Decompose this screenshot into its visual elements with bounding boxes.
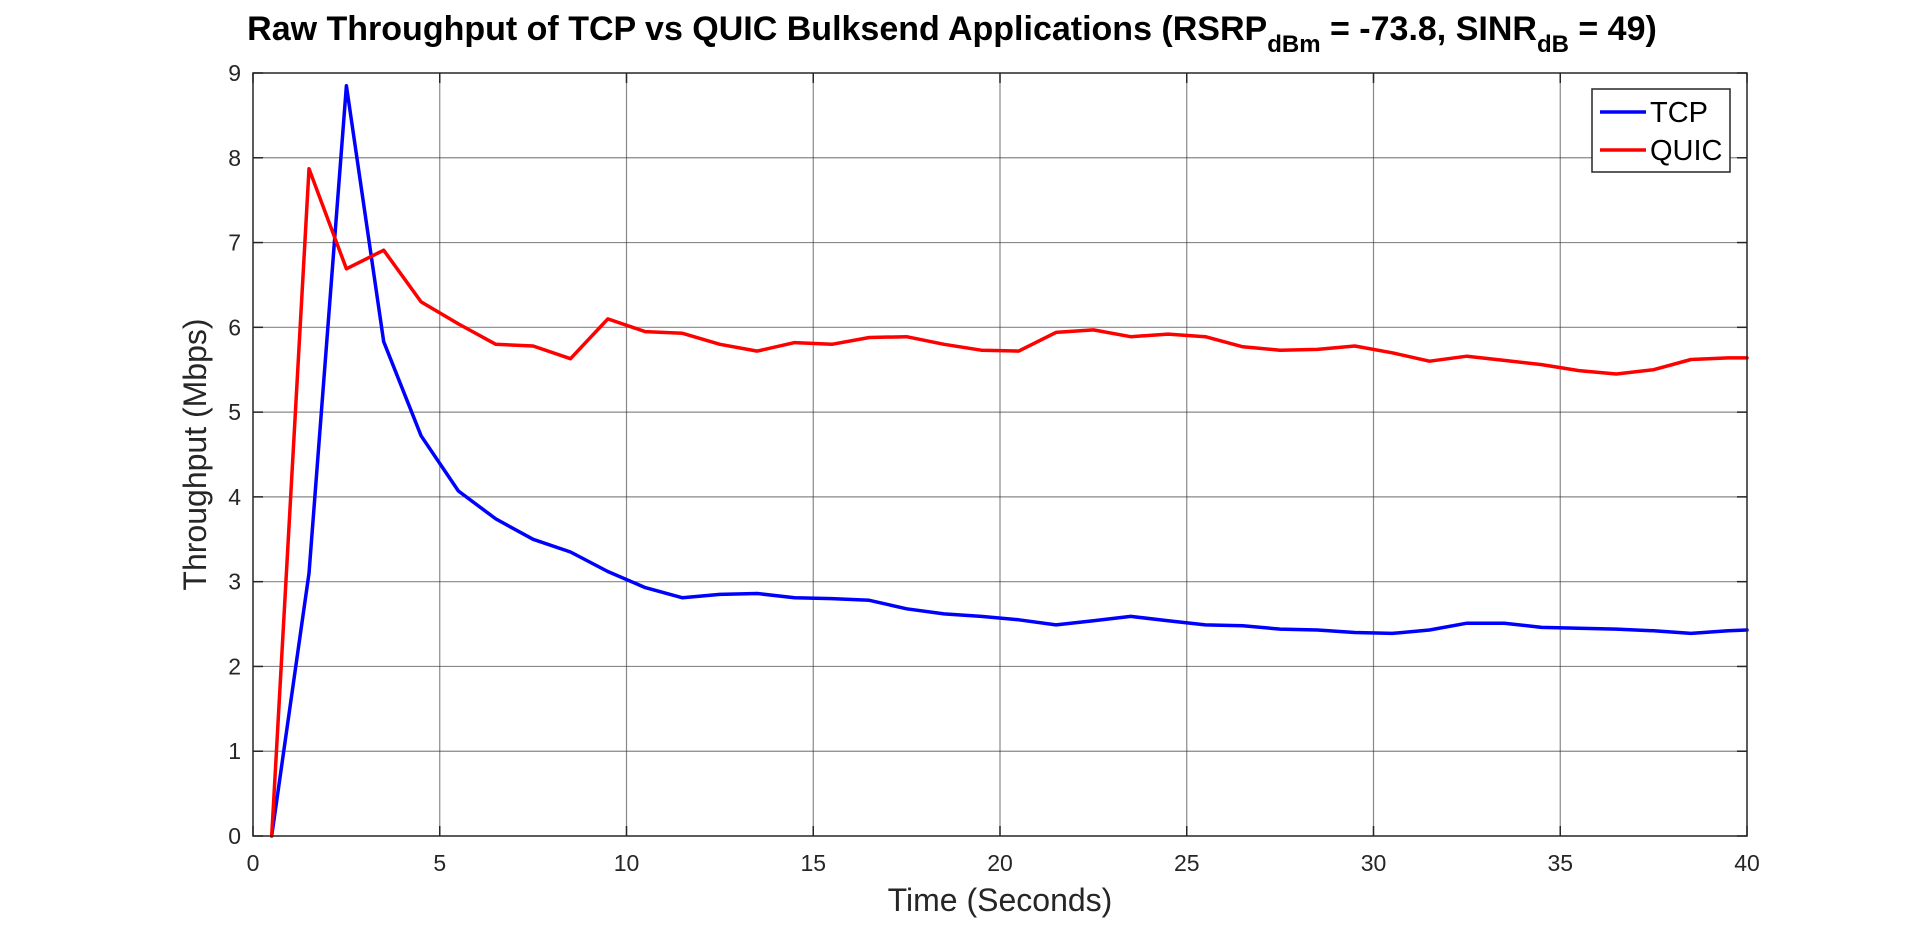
y-tick-label: 1 xyxy=(228,738,241,764)
y-tick-label: 4 xyxy=(228,484,241,510)
legend-box xyxy=(1591,88,1731,173)
series-line-quic xyxy=(269,167,1749,838)
y-tick-label: 5 xyxy=(228,399,241,425)
x-tick-label: 35 xyxy=(1547,850,1573,876)
x-tick-label: 10 xyxy=(614,850,640,876)
y-tick-label: 6 xyxy=(228,314,241,340)
x-tick-label: 15 xyxy=(800,850,826,876)
grid-lines xyxy=(253,73,1747,836)
legend: TCP QUIC xyxy=(1591,88,1731,173)
chart-title-part2: = -73.8, SINR xyxy=(1321,10,1537,48)
x-tick-label: 40 xyxy=(1734,850,1760,876)
x-tick-label: 30 xyxy=(1361,850,1387,876)
series-lines xyxy=(269,83,1749,838)
y-tick-label: 0 xyxy=(228,823,241,849)
x-tick-label: 20 xyxy=(987,850,1013,876)
x-axis-label: Time (Seconds) xyxy=(888,882,1113,918)
legend-label-quic: QUIC xyxy=(1650,135,1723,167)
chart-title-sub2: dB xyxy=(1537,31,1569,58)
y-tick-label: 3 xyxy=(228,569,241,595)
y-tick-label: 2 xyxy=(228,653,241,679)
chart-title-sub1: dBm xyxy=(1267,31,1320,58)
chart-title: Raw Throughput of TCP vs QUIC Bulksend A… xyxy=(247,10,1657,58)
x-tick-label: 0 xyxy=(247,850,260,876)
y-tick-label: 9 xyxy=(228,60,241,86)
x-tick-label: 25 xyxy=(1174,850,1200,876)
y-tick-label: 8 xyxy=(228,145,241,171)
y-tick-label: 7 xyxy=(228,230,241,256)
axis-ticks: 0 5 10 15 20 25 30 35 40 0 1 2 3 4 5 6 7 8 9 xyxy=(228,60,1760,876)
x-tick-label: 5 xyxy=(433,850,446,876)
chart-title-part1: Raw Throughput of TCP vs QUIC Bulksend A… xyxy=(247,10,1267,48)
series-line-tcp xyxy=(269,83,1749,838)
chart-title-part3: = 49) xyxy=(1569,10,1657,48)
legend-label-tcp: TCP xyxy=(1650,97,1708,129)
y-axis-label: Throughput (Mbps) xyxy=(177,318,213,590)
